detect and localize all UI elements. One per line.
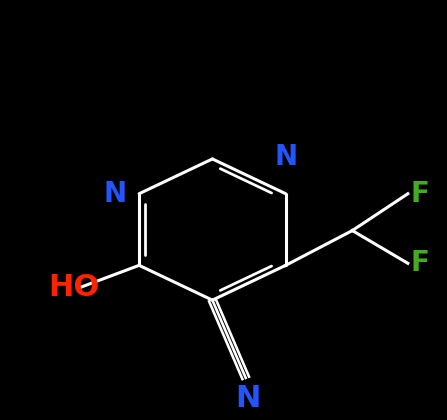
Text: F: F bbox=[410, 249, 429, 277]
Text: F: F bbox=[410, 180, 429, 208]
Text: N: N bbox=[274, 143, 297, 171]
Text: HO: HO bbox=[48, 273, 99, 302]
Text: N: N bbox=[103, 180, 126, 208]
Text: N: N bbox=[235, 384, 261, 413]
